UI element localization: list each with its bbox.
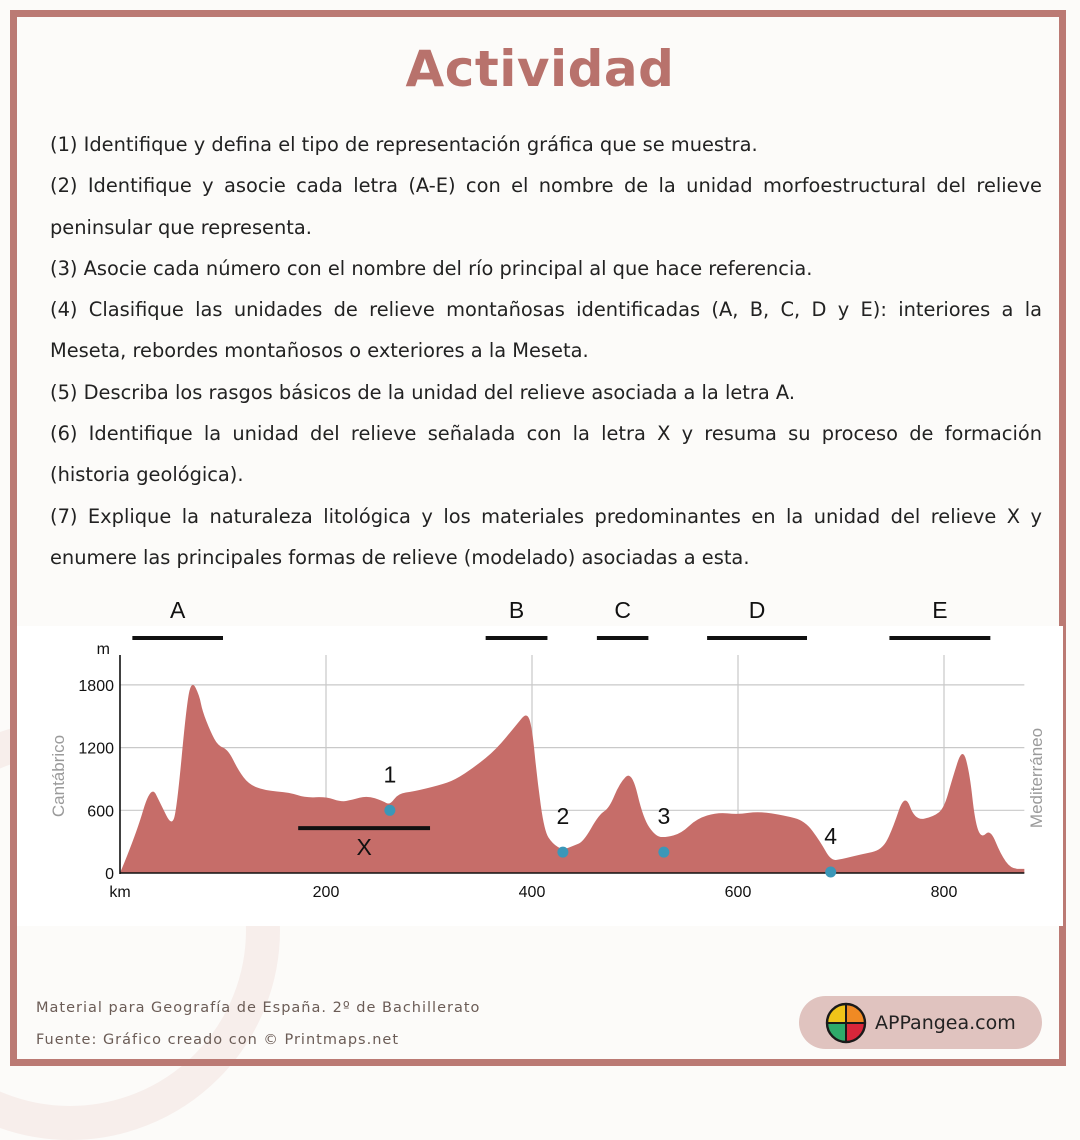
unit-x-label: X [356,834,371,860]
river-label-3: 3 [657,803,670,829]
range-label-a: A [170,597,186,623]
range-label-e: E [932,597,947,623]
y-tick-label: 1200 [78,741,114,758]
right-side-label: Mediterráneo [1027,728,1046,828]
page-frame [10,10,1066,1066]
question-1: (1) Identifique y defina el tipo de repr… [50,133,758,156]
range-label-b: B [509,597,524,623]
y-axis-unit: m [97,641,110,658]
x-tick-label: 800 [931,884,958,901]
river-marker-1 [384,804,396,816]
river-label-4: 4 [824,823,837,849]
elevation-area [120,684,1025,873]
question-3: (3) Asocie cada número con el nombre del… [50,256,813,280]
y-tick-label: 1800 [78,678,114,695]
x-axis-unit: km [109,884,130,901]
question-6: (6) Identifique la unidad del relieve se… [50,422,1042,487]
x-tick-label: 600 [725,884,752,901]
x-tick-label: 400 [519,884,546,901]
page-title: Actividad [405,40,675,98]
river-marker-2 [557,846,569,858]
river-marker-3 [658,846,670,858]
footer-source: Fuente: Gráfico creado con © Printmaps.n… [36,1032,400,1048]
left-side-label: Cantábrico [49,735,68,817]
question-list: (1) Identifique y defina el tipo de repr… [50,124,1042,578]
y-tick-label: 600 [87,803,114,820]
range-label-c: C [614,597,631,623]
range-label-d: D [749,597,766,623]
elevation-profile-chart: 0 600 1200 1800 200 400 600 800 m km Cantábrico Med… [49,597,1046,901]
y-tick-label: 0 [105,866,114,883]
x-tick-label: 200 [313,884,340,901]
footer-material: Material para Geografía de España. 2º de… [36,1000,481,1016]
river-marker-4 [825,866,837,878]
river-label-2: 2 [557,803,570,829]
question-4: (4) Clasifique las unidades de relieve m… [50,298,1042,363]
river-label-1: 1 [383,761,396,787]
question-5: (5) Describa los rasgos básicos de la un… [50,380,795,404]
badge-link-text[interactable]: APPangea.com [875,1011,1016,1034]
question-2: (2) Identifique y asocie cada letra (A-E… [50,174,1042,239]
puzzle-logo-icon [825,1002,867,1043]
appangea-badge[interactable]: APPangea.com [799,996,1042,1049]
question-7: (7) Explique la naturaleza litológica y … [50,504,1042,569]
